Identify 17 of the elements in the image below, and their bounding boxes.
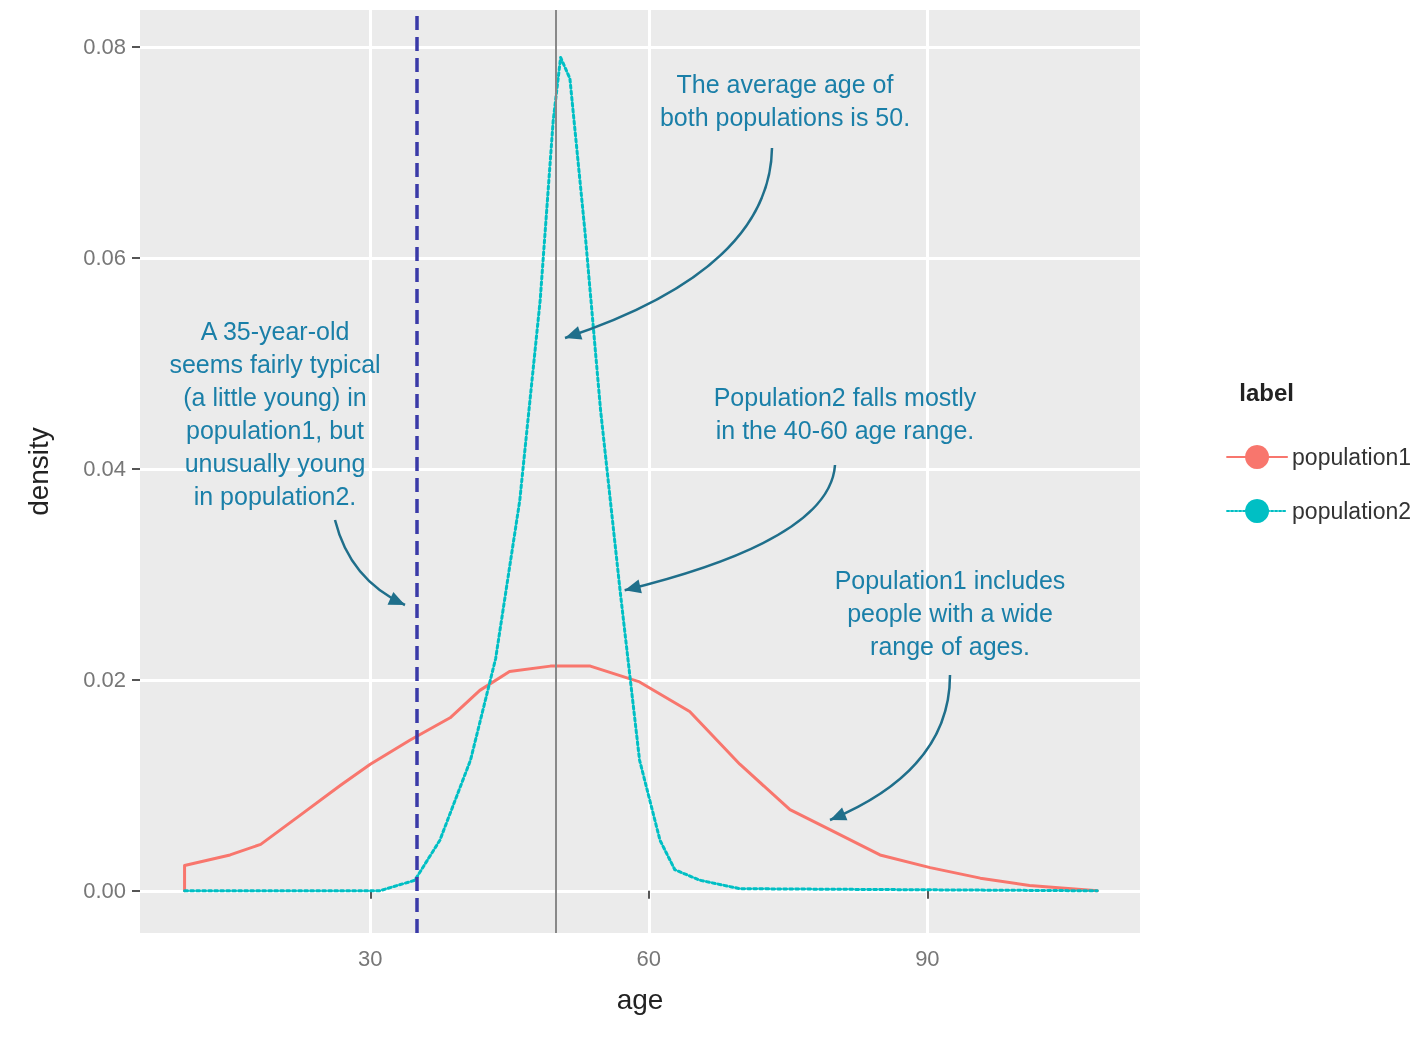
x-axis-title: age xyxy=(616,983,664,1015)
annotation: Population2 falls mostly in the 40-60 age range. xyxy=(713,382,977,446)
legend-label: population2 xyxy=(1292,498,1412,524)
annotation: The average age of both populations is 50. xyxy=(659,69,911,133)
annotation: Population1 includes people with a wide range of ages. xyxy=(834,565,1066,662)
y-tick-label: 0.06 xyxy=(83,245,126,271)
y-axis-title: density xyxy=(22,427,54,516)
x-tick-label: 90 xyxy=(915,945,940,971)
y-tick-label: 0.04 xyxy=(83,456,126,482)
legend-title: label xyxy=(1239,378,1295,406)
x-tick-label: 60 xyxy=(636,945,662,971)
y-tick-label: 0.00 xyxy=(83,878,126,904)
x-tick-label: 30 xyxy=(358,945,383,971)
y-tick-label: 0.08 xyxy=(83,34,126,60)
annotation: A 35-year-old seems fairly typical (a little young) in population1, but unusually young in population2. xyxy=(169,316,381,512)
legend-label: population1 xyxy=(1292,444,1412,470)
y-tick-label: 0.02 xyxy=(83,667,126,693)
